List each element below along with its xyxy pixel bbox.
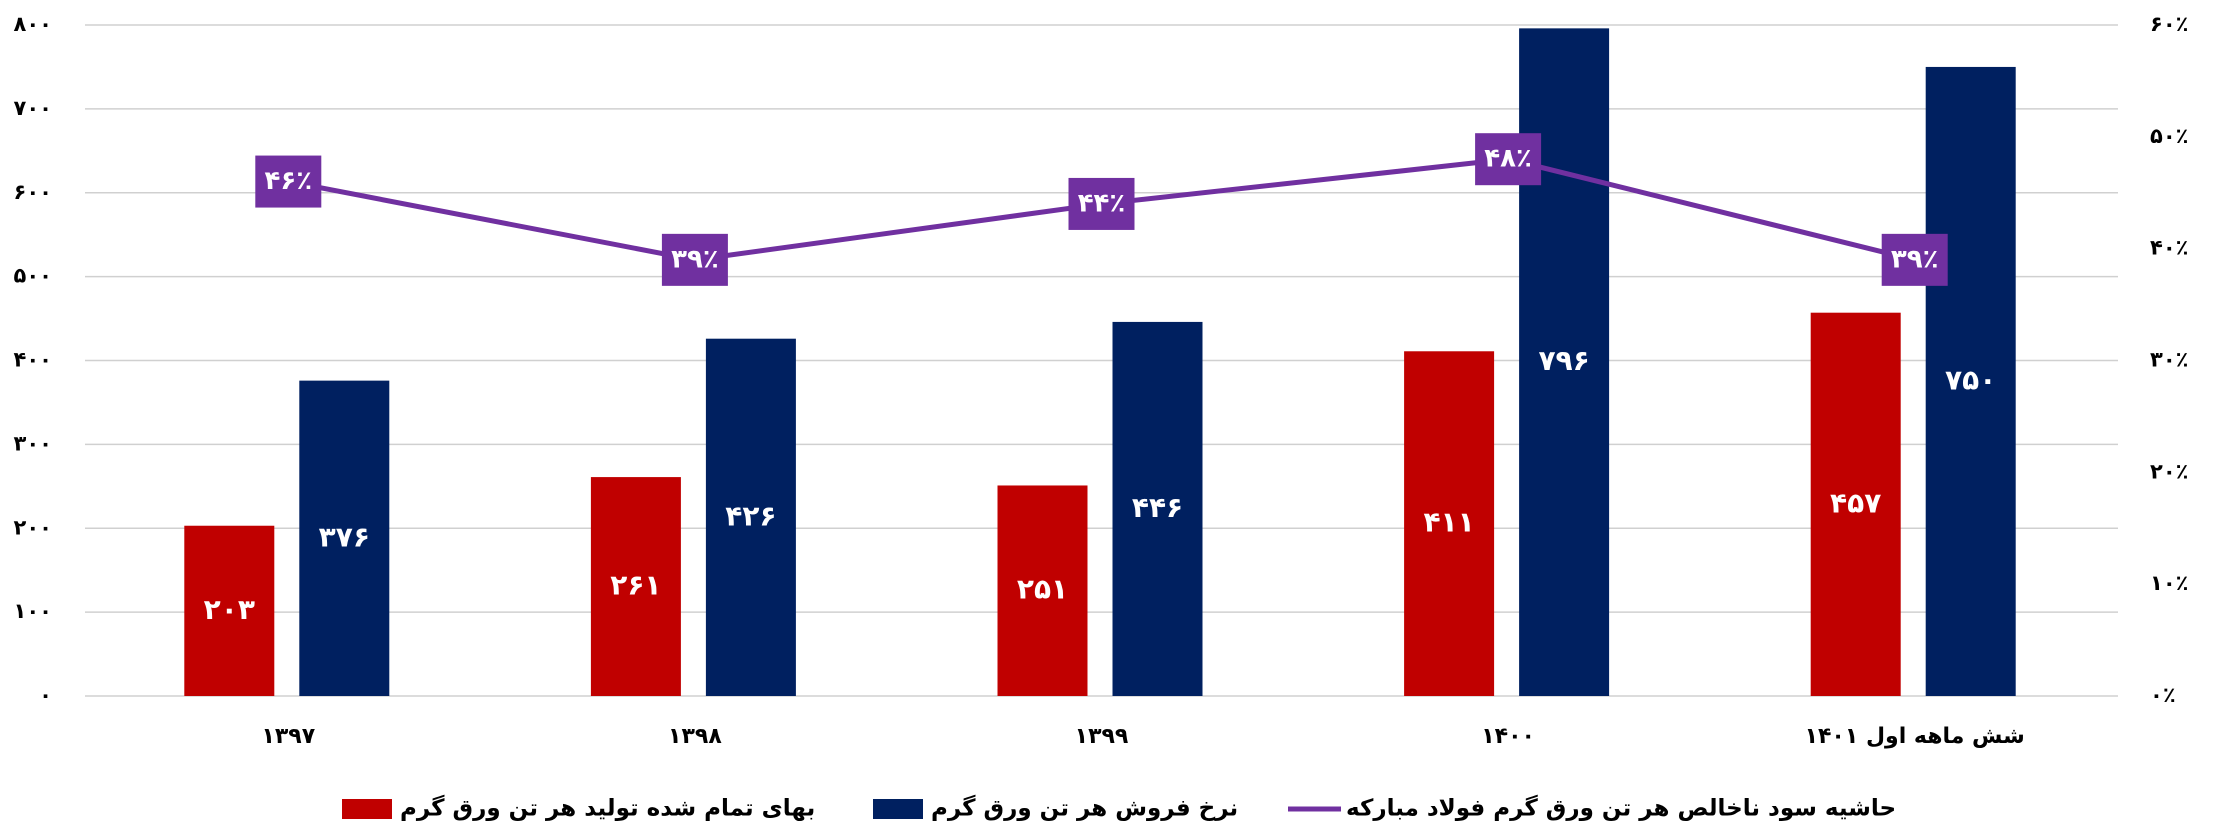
y2-tick-label: ۴۰٪ <box>2150 236 2188 260</box>
bar-value-label: ۷۵۰ <box>1945 363 1996 396</box>
line-label-box <box>1881 233 1948 286</box>
bar-value-label: ۷۹۶ <box>1538 344 1589 377</box>
line-value-label: ۴۶٪ <box>264 166 312 196</box>
x-tick-label: ۱۳۹۸ <box>668 724 722 749</box>
bar-value-label: ۴۵۷ <box>1830 486 1881 519</box>
legend-label: حاشیه سود ناخالص هر تن ورق گرم فولاد مبا… <box>1346 795 1896 822</box>
bar <box>1112 321 1203 696</box>
line-label-box <box>1475 133 1542 186</box>
bar-value-label: ۲۵۱ <box>1017 573 1068 606</box>
line-value-label: ۴۴٪ <box>1078 188 1126 218</box>
y-tick-label: ۲۰۰ <box>14 515 52 539</box>
x-tick-label: ۱۳۹۷ <box>261 724 315 749</box>
y-tick-label: ۰ <box>39 683 52 707</box>
bar-value-label: ۴۲۶ <box>725 499 776 532</box>
legend-swatch <box>342 799 392 819</box>
bar <box>184 525 275 696</box>
line-value-label: ۴۸٪ <box>1484 144 1532 174</box>
line-label-box <box>1068 177 1135 230</box>
bar-value-label: ۳۷۶ <box>319 520 370 553</box>
legend-label: بهای تمام شده تولید هر تن ورق گرم <box>400 795 815 822</box>
line-value-label: ۳۹٪ <box>671 244 719 274</box>
legend-swatch <box>873 799 923 819</box>
bar <box>1925 66 2016 696</box>
x-tick-label: ۱۳۹۹ <box>1075 724 1129 749</box>
x-tick-label: ۱۴۰۰ <box>1481 724 1535 749</box>
bar <box>997 485 1088 696</box>
y-tick-label: ۴۰۰ <box>14 348 52 372</box>
bar <box>1810 312 1901 696</box>
bar <box>299 380 390 696</box>
bar <box>705 338 796 696</box>
y-tick-label: ۵۰۰ <box>14 264 52 288</box>
y-tick-label: ۶۰۰ <box>14 180 52 204</box>
y-tick-label: ۸۰۰ <box>14 12 52 36</box>
y2-tick-label: ۰٪ <box>2150 683 2176 707</box>
y-tick-label: ۱۰۰ <box>14 599 52 623</box>
bar-value-label: ۴۱۱ <box>1423 506 1474 539</box>
legend-label: نرخ فروش هر تن ورق گرم <box>931 795 1238 822</box>
bar <box>1404 351 1495 696</box>
line-label-box <box>661 233 728 286</box>
y2-tick-label: ۲۰٪ <box>2150 459 2188 483</box>
y2-tick-label: ۳۰٪ <box>2150 348 2188 372</box>
y-tick-label: ۷۰۰ <box>14 96 52 120</box>
y-tick-label: ۳۰۰ <box>14 431 52 455</box>
y2-tick-label: ۵۰٪ <box>2150 124 2188 148</box>
y2-tick-label: ۱۰٪ <box>2150 571 2188 595</box>
line-label-box <box>255 155 322 208</box>
bar-value-label: ۴۴۶ <box>1132 491 1183 524</box>
bar-value-label: ۲۶۱ <box>610 569 661 602</box>
y2-tick-label: ۶۰٪ <box>2150 12 2188 36</box>
line-value-label: ۳۹٪ <box>1891 244 1939 274</box>
x-tick-label: شش ماهه اول ۱۴۰۱ <box>1805 724 2025 749</box>
bar <box>590 477 681 696</box>
bar-value-label: ۲۰۳ <box>204 593 255 626</box>
